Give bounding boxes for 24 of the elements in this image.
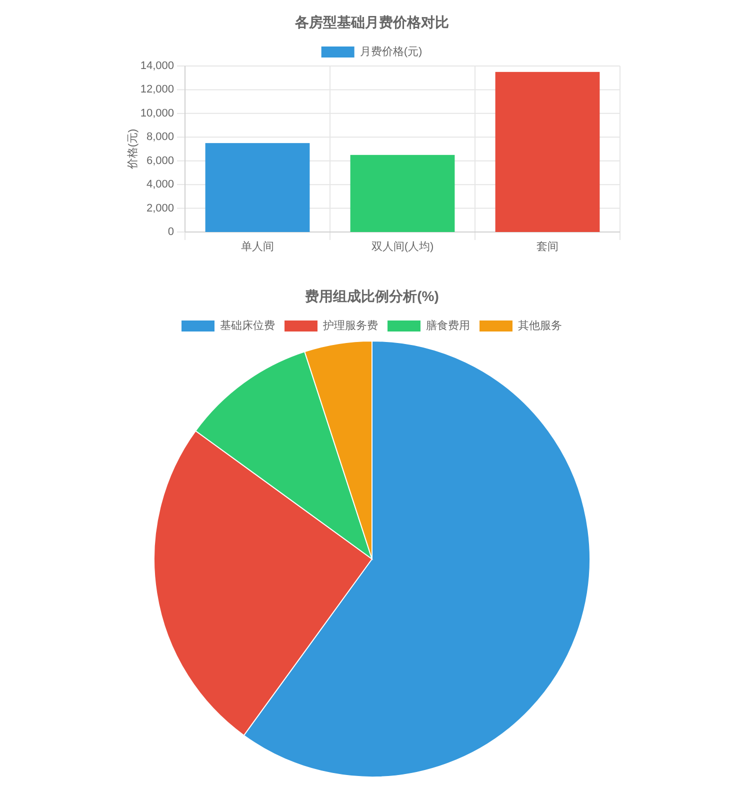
- y-tick-label: 4,000: [146, 178, 174, 191]
- y-tick-label: 6,000: [146, 154, 174, 167]
- x-tick-label: 单人间: [241, 240, 274, 253]
- title: 费用组成比例分析(%): [305, 288, 439, 304]
- y-tick-label: 12,000: [140, 84, 174, 96]
- legend-label: 月费价格(元): [360, 45, 422, 58]
- ylabel: 价格(元): [127, 128, 139, 170]
- legend-item: 其他服务: [480, 320, 562, 332]
- legend-item: 护理服务费: [284, 320, 378, 332]
- title: 各房型基础月费价格对比: [295, 14, 449, 30]
- y-tick-label: 2,000: [146, 202, 174, 214]
- legend-item: 膳食费用: [388, 320, 470, 332]
- legend-label: 其他服务: [518, 319, 562, 332]
- legend-item: 月费价格(元): [321, 46, 422, 58]
- y-tick-label: 14,000: [140, 60, 174, 72]
- legend-label: 基础床位费: [220, 319, 275, 332]
- x-tick-label: 双人间(人均): [371, 241, 434, 253]
- y-tick-label: 8,000: [146, 131, 174, 144]
- legend-item: 基础床位费: [182, 320, 275, 332]
- legend-label: 护理服务费: [322, 319, 378, 332]
- x-tick-label: 套间: [536, 241, 558, 253]
- y-tick-label: 10,000: [140, 107, 174, 120]
- legend-label: 膳食费用: [426, 319, 470, 332]
- y-tick-label: 0: [168, 226, 174, 238]
